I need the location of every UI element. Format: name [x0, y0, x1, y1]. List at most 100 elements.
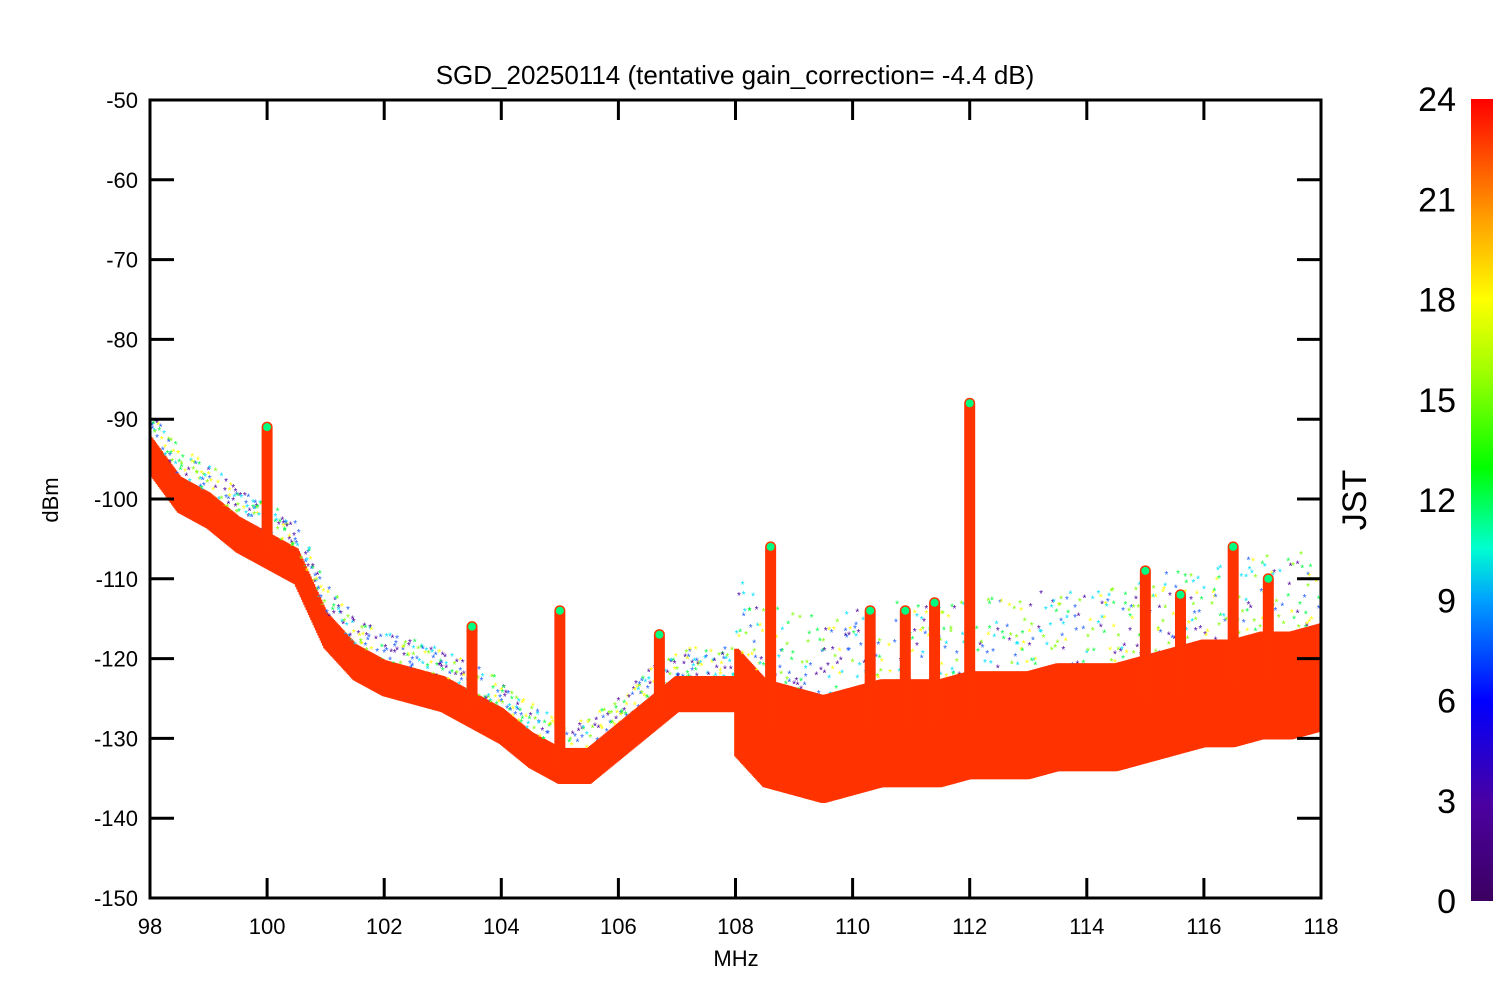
data-point: *: [613, 701, 617, 712]
data-point: *: [1252, 617, 1256, 628]
data-point: *: [707, 671, 711, 682]
data-point: *: [1222, 612, 1226, 623]
data-point: *: [833, 652, 837, 663]
colorbar-tick-label: 3: [1437, 783, 1456, 821]
data-point: *: [887, 642, 891, 653]
data-point: *: [915, 612, 919, 623]
data-point: *: [285, 521, 289, 532]
data-point: *: [803, 680, 807, 691]
data-point: *: [712, 656, 716, 667]
colorbar: [1471, 99, 1493, 901]
peak-point: [655, 630, 664, 639]
data-point: *: [874, 652, 878, 663]
data-point: *: [167, 435, 171, 446]
data-point: *: [450, 652, 454, 663]
data-point: *: [259, 501, 263, 512]
data-point: *: [1037, 624, 1041, 635]
peak-point: [930, 598, 939, 607]
data-point: *: [1250, 569, 1254, 580]
data-point: *: [1083, 593, 1087, 604]
data-point: *: [1064, 636, 1068, 647]
data-point: *: [641, 674, 645, 685]
data-point: *: [1054, 607, 1058, 618]
data-point: *: [759, 655, 763, 666]
data-point: *: [748, 606, 752, 617]
data-point: *: [1132, 649, 1136, 660]
data-point: *: [1134, 586, 1138, 597]
colorbar-tick-label: 15: [1418, 382, 1456, 420]
data-point: *: [1296, 609, 1300, 620]
data-point: *: [278, 517, 282, 528]
data-point: *: [214, 484, 218, 495]
data-point: *: [741, 580, 745, 591]
data-point: *: [223, 486, 227, 497]
data-point: *: [527, 715, 531, 726]
data-point: *: [718, 670, 722, 681]
data-point: *: [549, 720, 553, 731]
data-point: *: [293, 536, 297, 547]
data-point: *: [1292, 615, 1296, 626]
data-point: *: [515, 694, 519, 705]
data-point: *: [476, 674, 480, 685]
data-point: *: [600, 725, 604, 736]
data-point: *: [380, 643, 384, 654]
data-point: *: [515, 704, 519, 715]
data-point: *: [859, 641, 863, 652]
data-point: *: [985, 649, 989, 660]
data-point: *: [895, 600, 899, 611]
data-point: *: [502, 684, 506, 695]
data-point: *: [163, 451, 167, 462]
data-point: *: [1304, 610, 1308, 621]
data-point: *: [200, 469, 204, 480]
data-point: *: [416, 644, 420, 655]
data-point: *: [1066, 609, 1070, 620]
data-point: *: [291, 540, 295, 551]
data-point: *: [800, 659, 804, 670]
data-point: *: [1306, 582, 1310, 593]
data-point: *: [1030, 656, 1034, 667]
data-point: *: [1099, 592, 1103, 603]
data-point: *: [333, 595, 337, 606]
data-point: *: [593, 721, 597, 732]
data-point: *: [652, 678, 656, 689]
data-point: *: [1170, 634, 1174, 645]
data-point: *: [1088, 617, 1092, 628]
data-point: *: [858, 661, 862, 672]
data-point: *: [395, 646, 399, 657]
data-point: *: [1027, 628, 1031, 639]
data-point: *: [846, 646, 850, 657]
data-point: *: [1016, 640, 1020, 651]
data-point: *: [481, 672, 485, 683]
data-point: *: [839, 656, 843, 667]
data-point: *: [1097, 619, 1101, 630]
data-point: *: [1152, 584, 1156, 595]
data-point: *: [251, 503, 255, 514]
data-point: *: [284, 519, 288, 530]
data-point: *: [888, 668, 892, 679]
data-point: *: [437, 661, 441, 672]
data-point: *: [989, 659, 993, 670]
data-point: *: [910, 647, 914, 658]
data-point: *: [1224, 616, 1228, 627]
data-point: *: [275, 516, 279, 527]
data-point: *: [152, 419, 156, 430]
data-point: *: [421, 644, 425, 655]
data-point: *: [287, 535, 291, 546]
data-point: *: [423, 649, 427, 660]
colorbar-tick-label: 0: [1437, 883, 1456, 921]
data-point: *: [448, 669, 452, 680]
data-point: *: [379, 632, 383, 643]
data-point: *: [406, 652, 410, 663]
data-point: *: [1289, 562, 1293, 573]
data-point: *: [306, 548, 310, 559]
data-point: *: [1005, 622, 1009, 633]
data-point: *: [1203, 630, 1207, 641]
data-point: *: [1215, 575, 1219, 586]
data-point: *: [580, 724, 584, 735]
data-point: *: [453, 660, 457, 671]
data-point: *: [1086, 647, 1090, 658]
data-point: *: [259, 500, 263, 511]
data-point: *: [1282, 619, 1286, 630]
data-point: *: [1013, 652, 1017, 663]
data-point: *: [804, 664, 808, 675]
